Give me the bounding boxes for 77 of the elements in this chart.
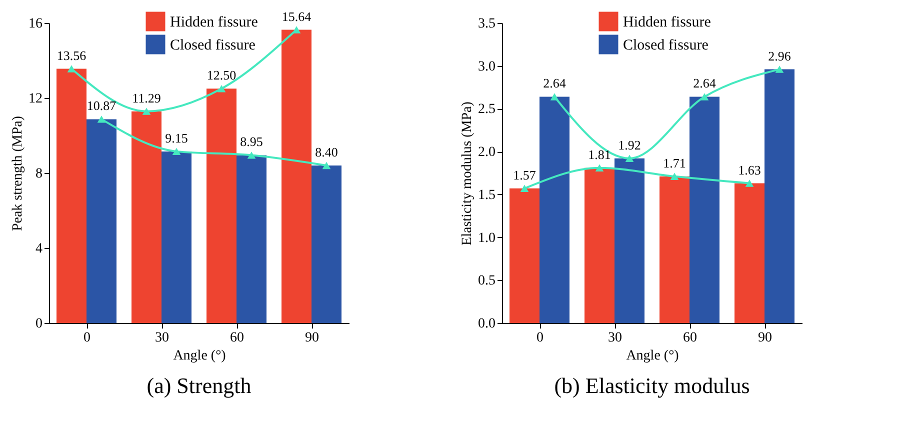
data-label: 1.71 <box>663 155 686 170</box>
point <box>745 180 754 187</box>
bar <box>764 69 794 323</box>
data-label: 1.92 <box>618 137 641 152</box>
bar <box>660 176 690 323</box>
data-label: 1.57 <box>513 167 536 182</box>
x-tick-label: 30 <box>608 330 622 346</box>
x-tick-label: 0 <box>536 330 544 346</box>
y-tick-label: 2.0 <box>478 145 496 160</box>
point <box>322 162 331 170</box>
point <box>217 85 226 92</box>
data-label: 12.50 <box>206 68 236 83</box>
y-tick-label: 8 <box>36 166 42 182</box>
y-axis-title: Peak strength (MPa) <box>10 116 26 232</box>
bar <box>56 68 86 323</box>
x-tick-label: 90 <box>305 330 319 346</box>
legend-label: Closed fissure <box>170 38 256 54</box>
bar <box>734 183 764 323</box>
data-label: 11.29 <box>132 90 161 106</box>
y-tick-label: 12 <box>28 92 42 106</box>
data-label: 8.40 <box>315 144 338 160</box>
y-tick-label: 3.5 <box>478 16 496 32</box>
bar <box>162 151 192 323</box>
y-tick-label: 4 <box>36 242 42 256</box>
bar <box>312 166 342 323</box>
bar <box>690 96 720 323</box>
point <box>595 164 604 172</box>
point <box>247 152 256 159</box>
point <box>700 93 709 100</box>
point <box>775 66 784 73</box>
data-label: 8.95 <box>240 134 263 150</box>
y-tick-label: 0.0 <box>478 316 496 332</box>
bar <box>540 96 570 323</box>
x-axis-title: Angle (°) <box>626 348 680 364</box>
data-label: 2.96 <box>768 48 792 64</box>
point <box>625 154 634 162</box>
data-label: 1.81 <box>588 146 611 162</box>
point <box>670 172 679 180</box>
bar <box>236 155 266 323</box>
bar <box>86 119 116 323</box>
data-label: 2.64 <box>543 76 566 91</box>
x-tick-label: 60 <box>230 330 244 346</box>
bar <box>584 168 614 323</box>
point <box>97 116 106 123</box>
y-tick-label: 1.0 <box>478 230 496 246</box>
point <box>142 108 151 115</box>
legend-label: Hidden fissure <box>170 14 258 30</box>
x-axis-title: Angle (°) <box>173 348 226 364</box>
legend-label: Hidden fissure <box>623 14 712 30</box>
text: (b) Elasticity modulus <box>554 373 750 398</box>
data-label: 15.64 <box>282 8 312 24</box>
data-label: 10.87 <box>86 98 117 114</box>
point <box>520 184 529 192</box>
bar <box>132 111 162 323</box>
x-tick-label: 60 <box>683 330 697 346</box>
y-tick-label: 0 <box>36 316 42 332</box>
bar <box>206 88 236 323</box>
y-tick-label: 0.5 <box>478 274 496 289</box>
y-tick-label: 2.5 <box>478 102 496 118</box>
data-label: 13.56 <box>56 48 87 63</box>
point <box>172 148 181 156</box>
y-tick-label: 16 <box>28 16 42 32</box>
point <box>550 93 559 100</box>
bar <box>614 158 644 323</box>
x-tick-label: 30 <box>155 330 169 346</box>
data-label: 2.64 <box>693 76 716 91</box>
data-label: 1.63 <box>738 162 761 178</box>
text: (a) Strength <box>146 373 252 398</box>
data-label: 9.15 <box>165 130 188 146</box>
x-tick-label: 0 <box>84 330 90 346</box>
legend-label: Closed fissure <box>623 38 709 54</box>
bar <box>510 188 540 323</box>
bar <box>282 30 312 323</box>
y-tick-label: 1.5 <box>478 188 496 203</box>
y-axis-title: Elasticity modulus (MPa) <box>460 101 475 246</box>
x-tick-label: 90 <box>758 330 772 346</box>
y-tick-label: 3.0 <box>478 59 496 74</box>
